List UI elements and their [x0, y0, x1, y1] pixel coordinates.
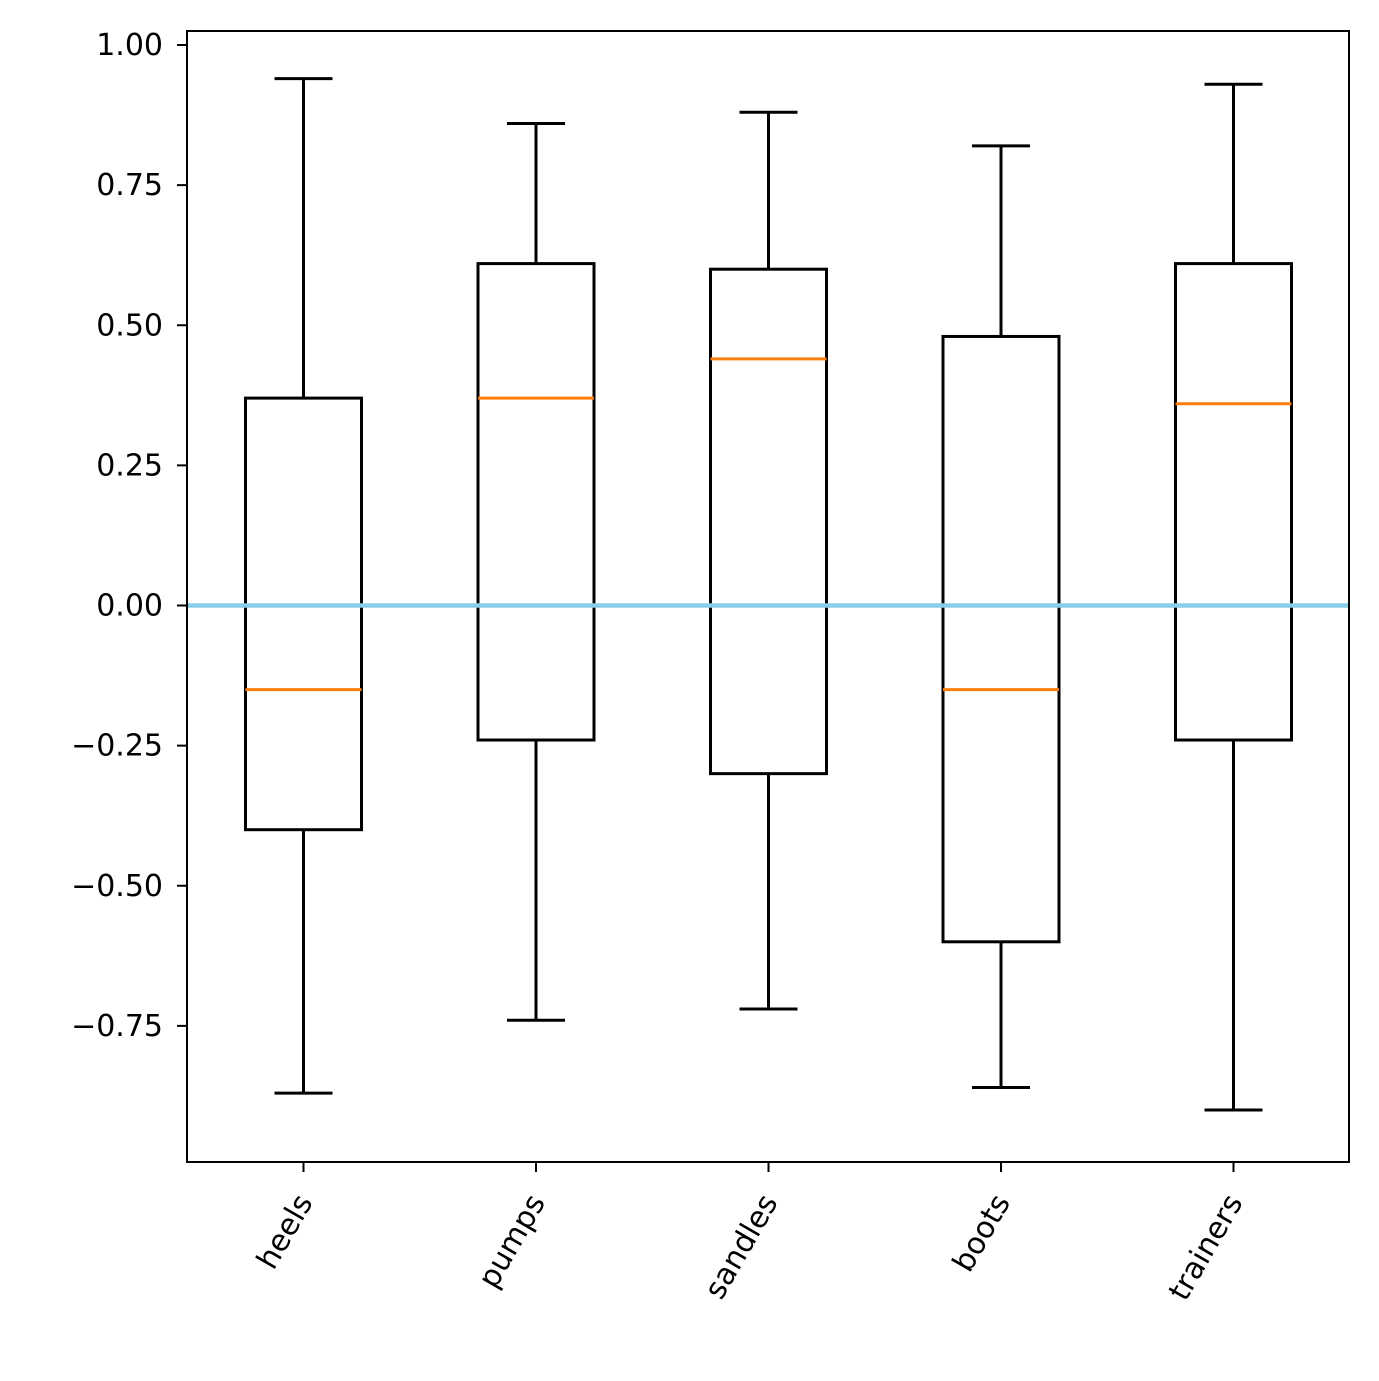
box-sandles [709, 267, 828, 776]
x-tick-label-sandles: sandles [698, 1189, 786, 1306]
y-tick-label: −0.25 [71, 729, 163, 764]
box-trainers [1174, 262, 1293, 742]
y-tick-label: −0.75 [71, 1009, 163, 1044]
y-tick-label: 0.50 [96, 308, 163, 343]
y-tick-label: 0.75 [96, 168, 163, 203]
y-tick-label: 1.00 [96, 28, 163, 63]
box-heels [244, 396, 363, 832]
box-group-trainers [1174, 82, 1293, 1112]
x-tick-label-heels: heels [250, 1189, 320, 1276]
box-group-boots [941, 144, 1061, 1090]
box-group-pumps [476, 121, 596, 1022]
x-tick-label-trainers: trainers [1162, 1189, 1250, 1307]
y-tick-label: 0.00 [96, 589, 163, 624]
x-tick-label-boots: boots [946, 1189, 1018, 1279]
box-pumps [476, 262, 596, 742]
y-tick-label: 0.25 [96, 448, 163, 483]
y-tick-label: −0.50 [71, 869, 163, 904]
plot-area [187, 77, 1349, 1112]
x-tick-label-pumps: pumps [472, 1189, 553, 1295]
box-group-heels [244, 77, 363, 1095]
box-group-sandles [709, 110, 828, 1011]
box-boots [941, 334, 1061, 944]
